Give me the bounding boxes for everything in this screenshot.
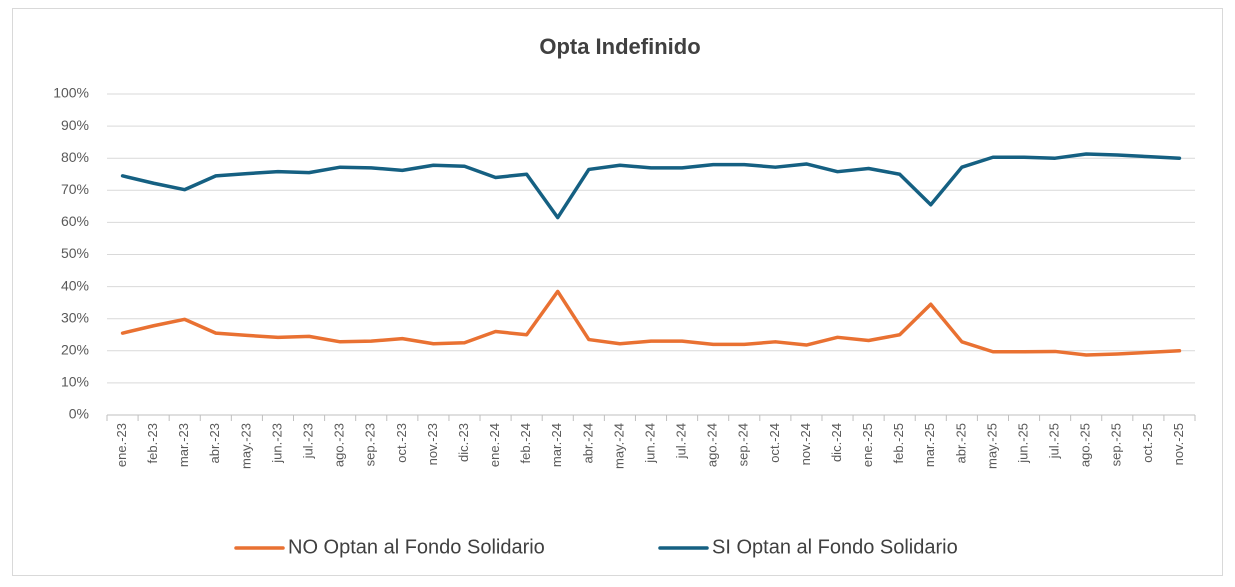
x-tick-label: jun.-25 (1015, 423, 1030, 464)
x-tick-label: dic.-23 (456, 423, 471, 462)
x-tick-label: abr.-23 (207, 423, 222, 463)
x-tick-label: mar.-25 (922, 423, 937, 467)
series-line (120, 289, 1182, 357)
x-tick-label: ene.-23 (114, 423, 129, 467)
x-tick-label: sep.-23 (363, 423, 378, 466)
x-tick-label: jul.-23 (300, 423, 315, 459)
x-tick-label: may.-24 (611, 423, 626, 469)
x-tick-label: ene.-25 (860, 423, 875, 467)
y-tick-label: 10% (61, 374, 89, 390)
x-tick-label: feb.-24 (518, 423, 533, 463)
x-tick-label: jun.-23 (269, 423, 284, 464)
chart-title: Opta Indefinido (539, 34, 700, 59)
y-tick-label: 0% (69, 406, 89, 422)
series-line (120, 152, 1182, 220)
x-tick-label: oct.-24 (767, 423, 782, 463)
x-tick-label: dic.-24 (829, 423, 844, 462)
x-tick-label: sep.-25 (1109, 423, 1124, 466)
y-tick-label: 100% (53, 85, 89, 101)
y-tick-label: 50% (61, 245, 89, 261)
x-tick-label: abr.-24 (580, 423, 595, 463)
x-tick-label: nov.-25 (1171, 423, 1186, 465)
x-tick-label: ago.-25 (1078, 423, 1093, 467)
x-tick-label: jun.-24 (642, 423, 657, 464)
x-tick-label: jul.-24 (674, 423, 689, 459)
x-tick-label: nov.-23 (425, 423, 440, 465)
y-tick-label: 60% (61, 213, 89, 229)
x-tick-label: sep.-24 (736, 423, 751, 466)
x-tick-label: feb.-25 (891, 423, 906, 463)
x-tick-label: oct.-25 (1140, 423, 1155, 463)
x-tick-label: mar.-23 (176, 423, 191, 467)
y-tick-label: 30% (61, 309, 89, 325)
x-tick-label: ago.-23 (332, 423, 347, 467)
y-tick-label: 20% (61, 342, 89, 358)
y-tick-label: 80% (61, 149, 89, 165)
x-tick-label: abr.-25 (953, 423, 968, 463)
x-tick-label: ene.-24 (487, 423, 502, 467)
x-tick-label: may.-25 (984, 423, 999, 469)
x-tick-label: may.-23 (238, 423, 253, 469)
y-tick-label: 70% (61, 181, 89, 197)
x-tick-label: jul.-25 (1047, 423, 1062, 459)
x-tick-label: oct.-23 (394, 423, 409, 463)
legend-label: SI Optan al Fondo Solidario (712, 536, 958, 558)
x-tick-label: nov.-24 (798, 423, 813, 465)
x-tick-label: mar.-24 (549, 423, 564, 467)
y-tick-label: 90% (61, 117, 89, 133)
legend-label: NO Optan al Fondo Solidario (288, 536, 545, 558)
y-tick-label: 40% (61, 277, 89, 293)
x-tick-label: ago.-24 (705, 423, 720, 467)
x-tick-label: feb.-23 (145, 423, 160, 463)
chart-frame (12, 8, 1223, 576)
